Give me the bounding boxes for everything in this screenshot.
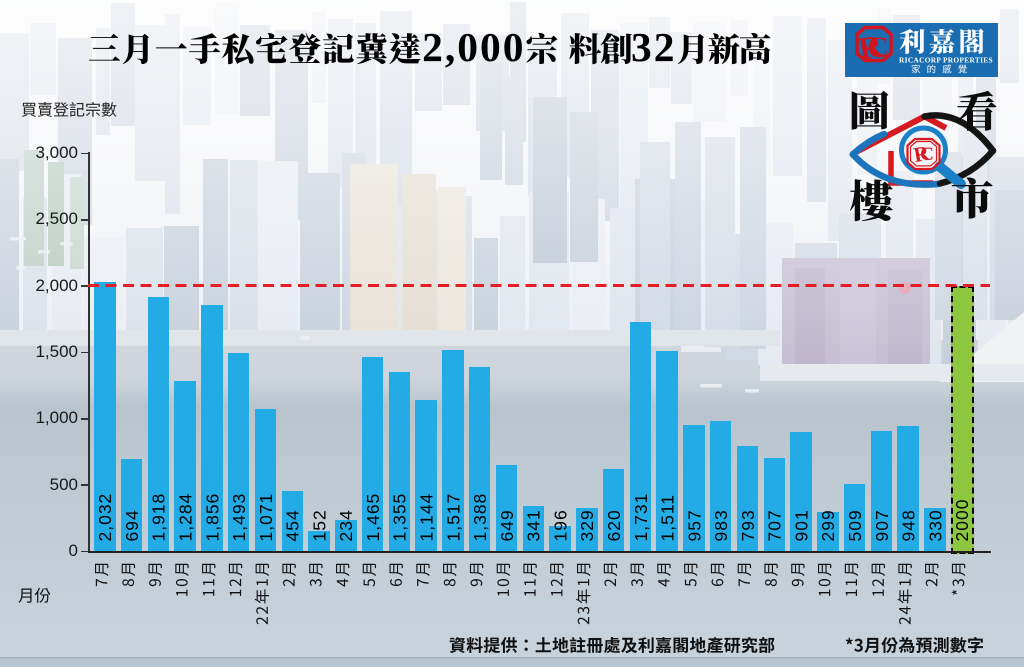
- svg-text:RICACORP PROPERTIES: RICACORP PROPERTIES: [899, 56, 993, 65]
- svg-text:1,284: 1,284: [176, 493, 196, 542]
- svg-text:694: 694: [122, 509, 142, 541]
- svg-text:330: 330: [925, 509, 945, 541]
- svg-text:32: 32: [631, 24, 677, 70]
- svg-text:329: 329: [577, 509, 597, 541]
- svg-text:1,493: 1,493: [229, 493, 249, 542]
- svg-text:1,071: 1,071: [256, 493, 276, 542]
- svg-text:2000: 2000: [952, 499, 972, 542]
- svg-text:948: 948: [899, 509, 919, 541]
- svg-text:196: 196: [550, 509, 570, 541]
- svg-text:901: 901: [791, 509, 811, 541]
- svg-text:793: 793: [738, 509, 758, 541]
- svg-text:620: 620: [604, 509, 624, 541]
- svg-text:454: 454: [283, 509, 303, 541]
- svg-text:C: C: [867, 31, 889, 64]
- svg-text:1,465: 1,465: [363, 493, 383, 542]
- svg-text:1,856: 1,856: [202, 493, 222, 542]
- svg-text:1,731: 1,731: [631, 493, 651, 542]
- svg-text:1,517: 1,517: [443, 493, 463, 542]
- svg-text:649: 649: [497, 509, 517, 541]
- svg-text:1,511: 1,511: [658, 494, 678, 542]
- svg-text:1,388: 1,388: [470, 493, 490, 542]
- svg-text:299: 299: [818, 509, 838, 541]
- svg-text:234: 234: [336, 509, 356, 541]
- svg-text:1,144: 1,144: [417, 493, 437, 542]
- svg-text:983: 983: [711, 509, 731, 541]
- svg-text:907: 907: [872, 509, 892, 541]
- svg-text:2,032: 2,032: [95, 493, 115, 542]
- svg-text:707: 707: [765, 509, 785, 541]
- svg-text:341: 341: [524, 509, 544, 541]
- svg-text:1,355: 1,355: [390, 493, 410, 542]
- svg-text:C: C: [920, 144, 934, 165]
- svg-text:2,000: 2,000: [422, 24, 525, 70]
- svg-text:509: 509: [845, 509, 865, 541]
- svg-text:957: 957: [684, 509, 704, 541]
- svg-text:152: 152: [309, 509, 329, 541]
- svg-text:1,918: 1,918: [149, 493, 169, 542]
- svg-text:R: R: [912, 141, 932, 167]
